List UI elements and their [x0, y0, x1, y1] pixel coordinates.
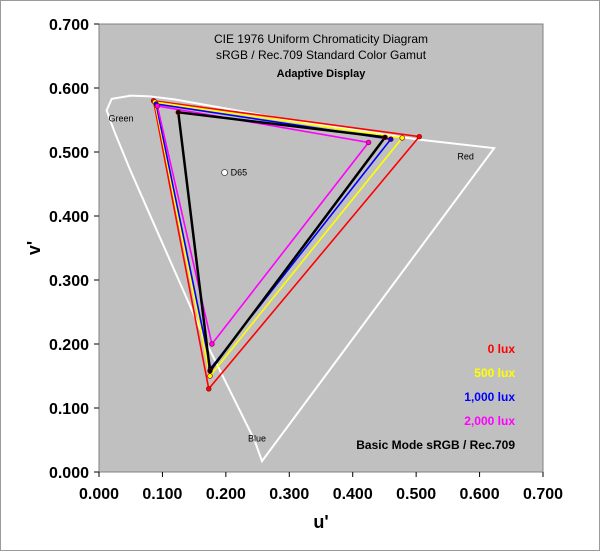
- y-tick-label: 0.600: [49, 81, 89, 98]
- gamut-vertex-point: [175, 109, 181, 116]
- legend-entry: 1,000 lux: [464, 390, 515, 404]
- chart-subtitle-2: Adaptive Display: [277, 68, 367, 80]
- gamut-vertex-point: [399, 135, 405, 141]
- y-tick-label: 0.500: [49, 145, 89, 162]
- legend-entry: Basic Mode sRGB / Rec.709: [356, 438, 515, 452]
- y-tick-label: 0.000: [49, 465, 89, 482]
- x-tick-label: 0.400: [333, 486, 373, 503]
- gamut-vertex-point: [154, 103, 161, 109]
- d65-label: D65: [231, 167, 248, 177]
- x-tick-label: 0.200: [206, 486, 246, 503]
- gamut-triangle: [155, 103, 393, 371]
- gamut-vertex-point: [416, 133, 423, 140]
- y-axis-label: v': [24, 241, 44, 255]
- legend: 0 lux 500 lux 1,000 lux 2,000 lux Basic Mode…: [356, 342, 515, 452]
- chart-subtitle: sRGB / Rec.709 Standard Color Gamut: [216, 48, 427, 62]
- x-axis-label: u': [313, 512, 328, 532]
- legend-entry: 500 lux: [474, 366, 515, 380]
- gamut-triangle: [176, 110, 388, 375]
- gamut-vertex-point: [388, 136, 394, 142]
- legend-entry: 0 lux: [488, 342, 516, 356]
- region-label: Red: [457, 152, 474, 162]
- region-labels: Green Red Blue: [109, 113, 474, 443]
- gamut-vertex-point: [382, 134, 388, 140]
- gamut-triangle: [156, 104, 371, 346]
- x-axis-ticks: 0.000 0.100 0.200 0.300 0.400 0.500 0.600 0.700: [79, 472, 563, 503]
- x-tick-label: 0.100: [142, 486, 182, 503]
- x-tick-label: 0.300: [269, 486, 309, 503]
- y-tick-label: 0.400: [49, 209, 89, 226]
- d65-white-point: [221, 169, 228, 176]
- region-label: Green: [109, 113, 134, 123]
- gamut-vertex-point: [209, 341, 215, 347]
- gamut-vertex-point: [207, 368, 213, 374]
- y-tick-label: 0.300: [49, 273, 89, 290]
- x-tick-label: 0.600: [460, 486, 500, 503]
- gamut-vertex-point: [365, 139, 372, 146]
- legend-entry: 2,000 lux: [464, 414, 515, 428]
- gamut-triangle: [152, 99, 421, 391]
- chart-title: CIE 1976 Uniform Chromaticity Diagram: [214, 32, 428, 46]
- y-tick-label: 0.100: [49, 401, 89, 418]
- gamut-vertex-point: [207, 373, 213, 379]
- y-axis-ticks: 0.000 0.100 0.200 0.300 0.400 0.500 0.600 0.700: [49, 17, 99, 482]
- x-tick-label: 0.700: [523, 486, 563, 503]
- y-tick-label: 0.200: [49, 337, 89, 354]
- region-label: Blue: [248, 433, 266, 443]
- x-tick-label: 0.500: [396, 486, 436, 503]
- gamut-triangle: [153, 101, 404, 378]
- gamut-vertex-point: [206, 386, 212, 392]
- y-tick-label: 0.700: [49, 17, 89, 34]
- gamut-triangles: [150, 98, 423, 392]
- x-tick-label: 0.000: [79, 486, 119, 503]
